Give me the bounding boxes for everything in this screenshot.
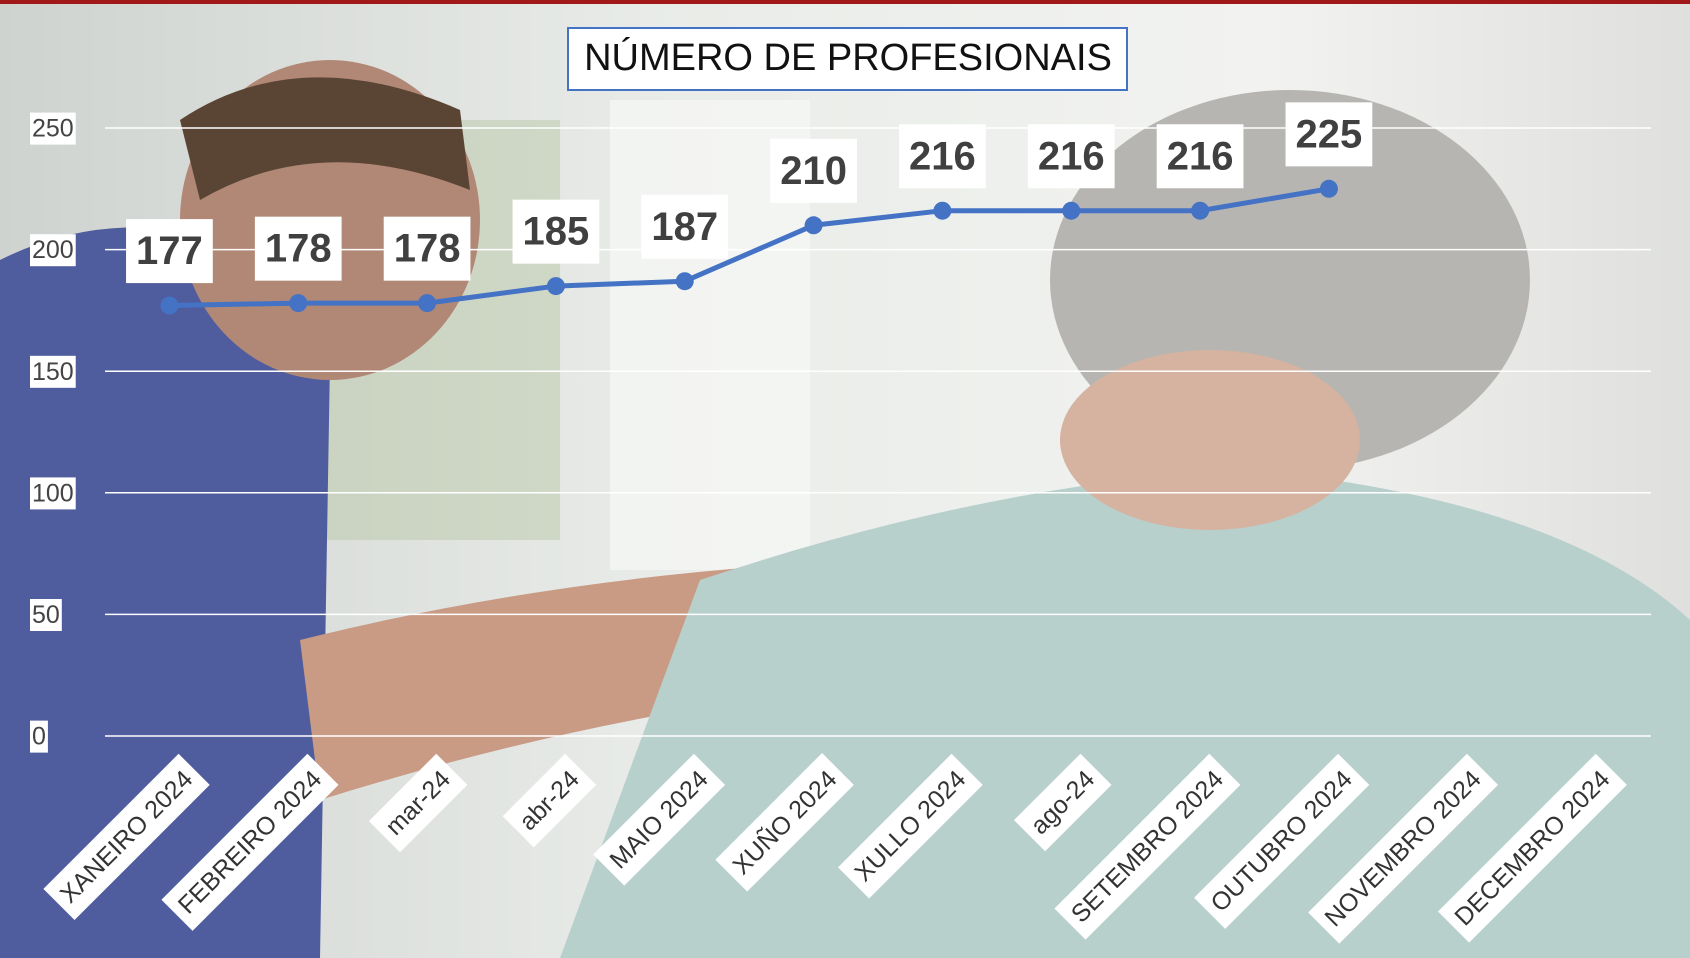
y-tick-label: 0 <box>32 723 46 751</box>
y-tick-label: 50 <box>32 601 60 629</box>
data-point <box>676 272 694 290</box>
data-label: 216 <box>1167 134 1234 178</box>
data-point <box>1191 202 1209 220</box>
data-point <box>1320 180 1338 198</box>
data-point <box>805 216 823 234</box>
data-label: 216 <box>1038 134 1105 178</box>
y-tick-label: 250 <box>32 115 74 143</box>
data-label: 216 <box>909 134 976 178</box>
y-tick-label: 200 <box>32 236 74 264</box>
chart: NÚMERO DE PROFESIONAIS 050100150200250XA… <box>0 0 1690 958</box>
data-label: 225 <box>1296 112 1363 156</box>
data-point <box>1062 202 1080 220</box>
data-label: 178 <box>394 227 461 271</box>
data-point <box>160 297 178 315</box>
data-label: 178 <box>265 227 332 271</box>
data-point <box>933 202 951 220</box>
y-tick-label: 150 <box>32 358 74 386</box>
data-point <box>418 294 436 312</box>
data-point <box>289 294 307 312</box>
data-label: 187 <box>651 205 718 249</box>
y-tick-label: 100 <box>32 479 74 507</box>
data-point <box>547 277 565 295</box>
data-label: 185 <box>523 210 590 254</box>
chart-title: NÚMERO DE PROFESIONAIS <box>584 36 1112 79</box>
data-label: 177 <box>136 229 203 273</box>
data-label: 210 <box>780 149 847 193</box>
